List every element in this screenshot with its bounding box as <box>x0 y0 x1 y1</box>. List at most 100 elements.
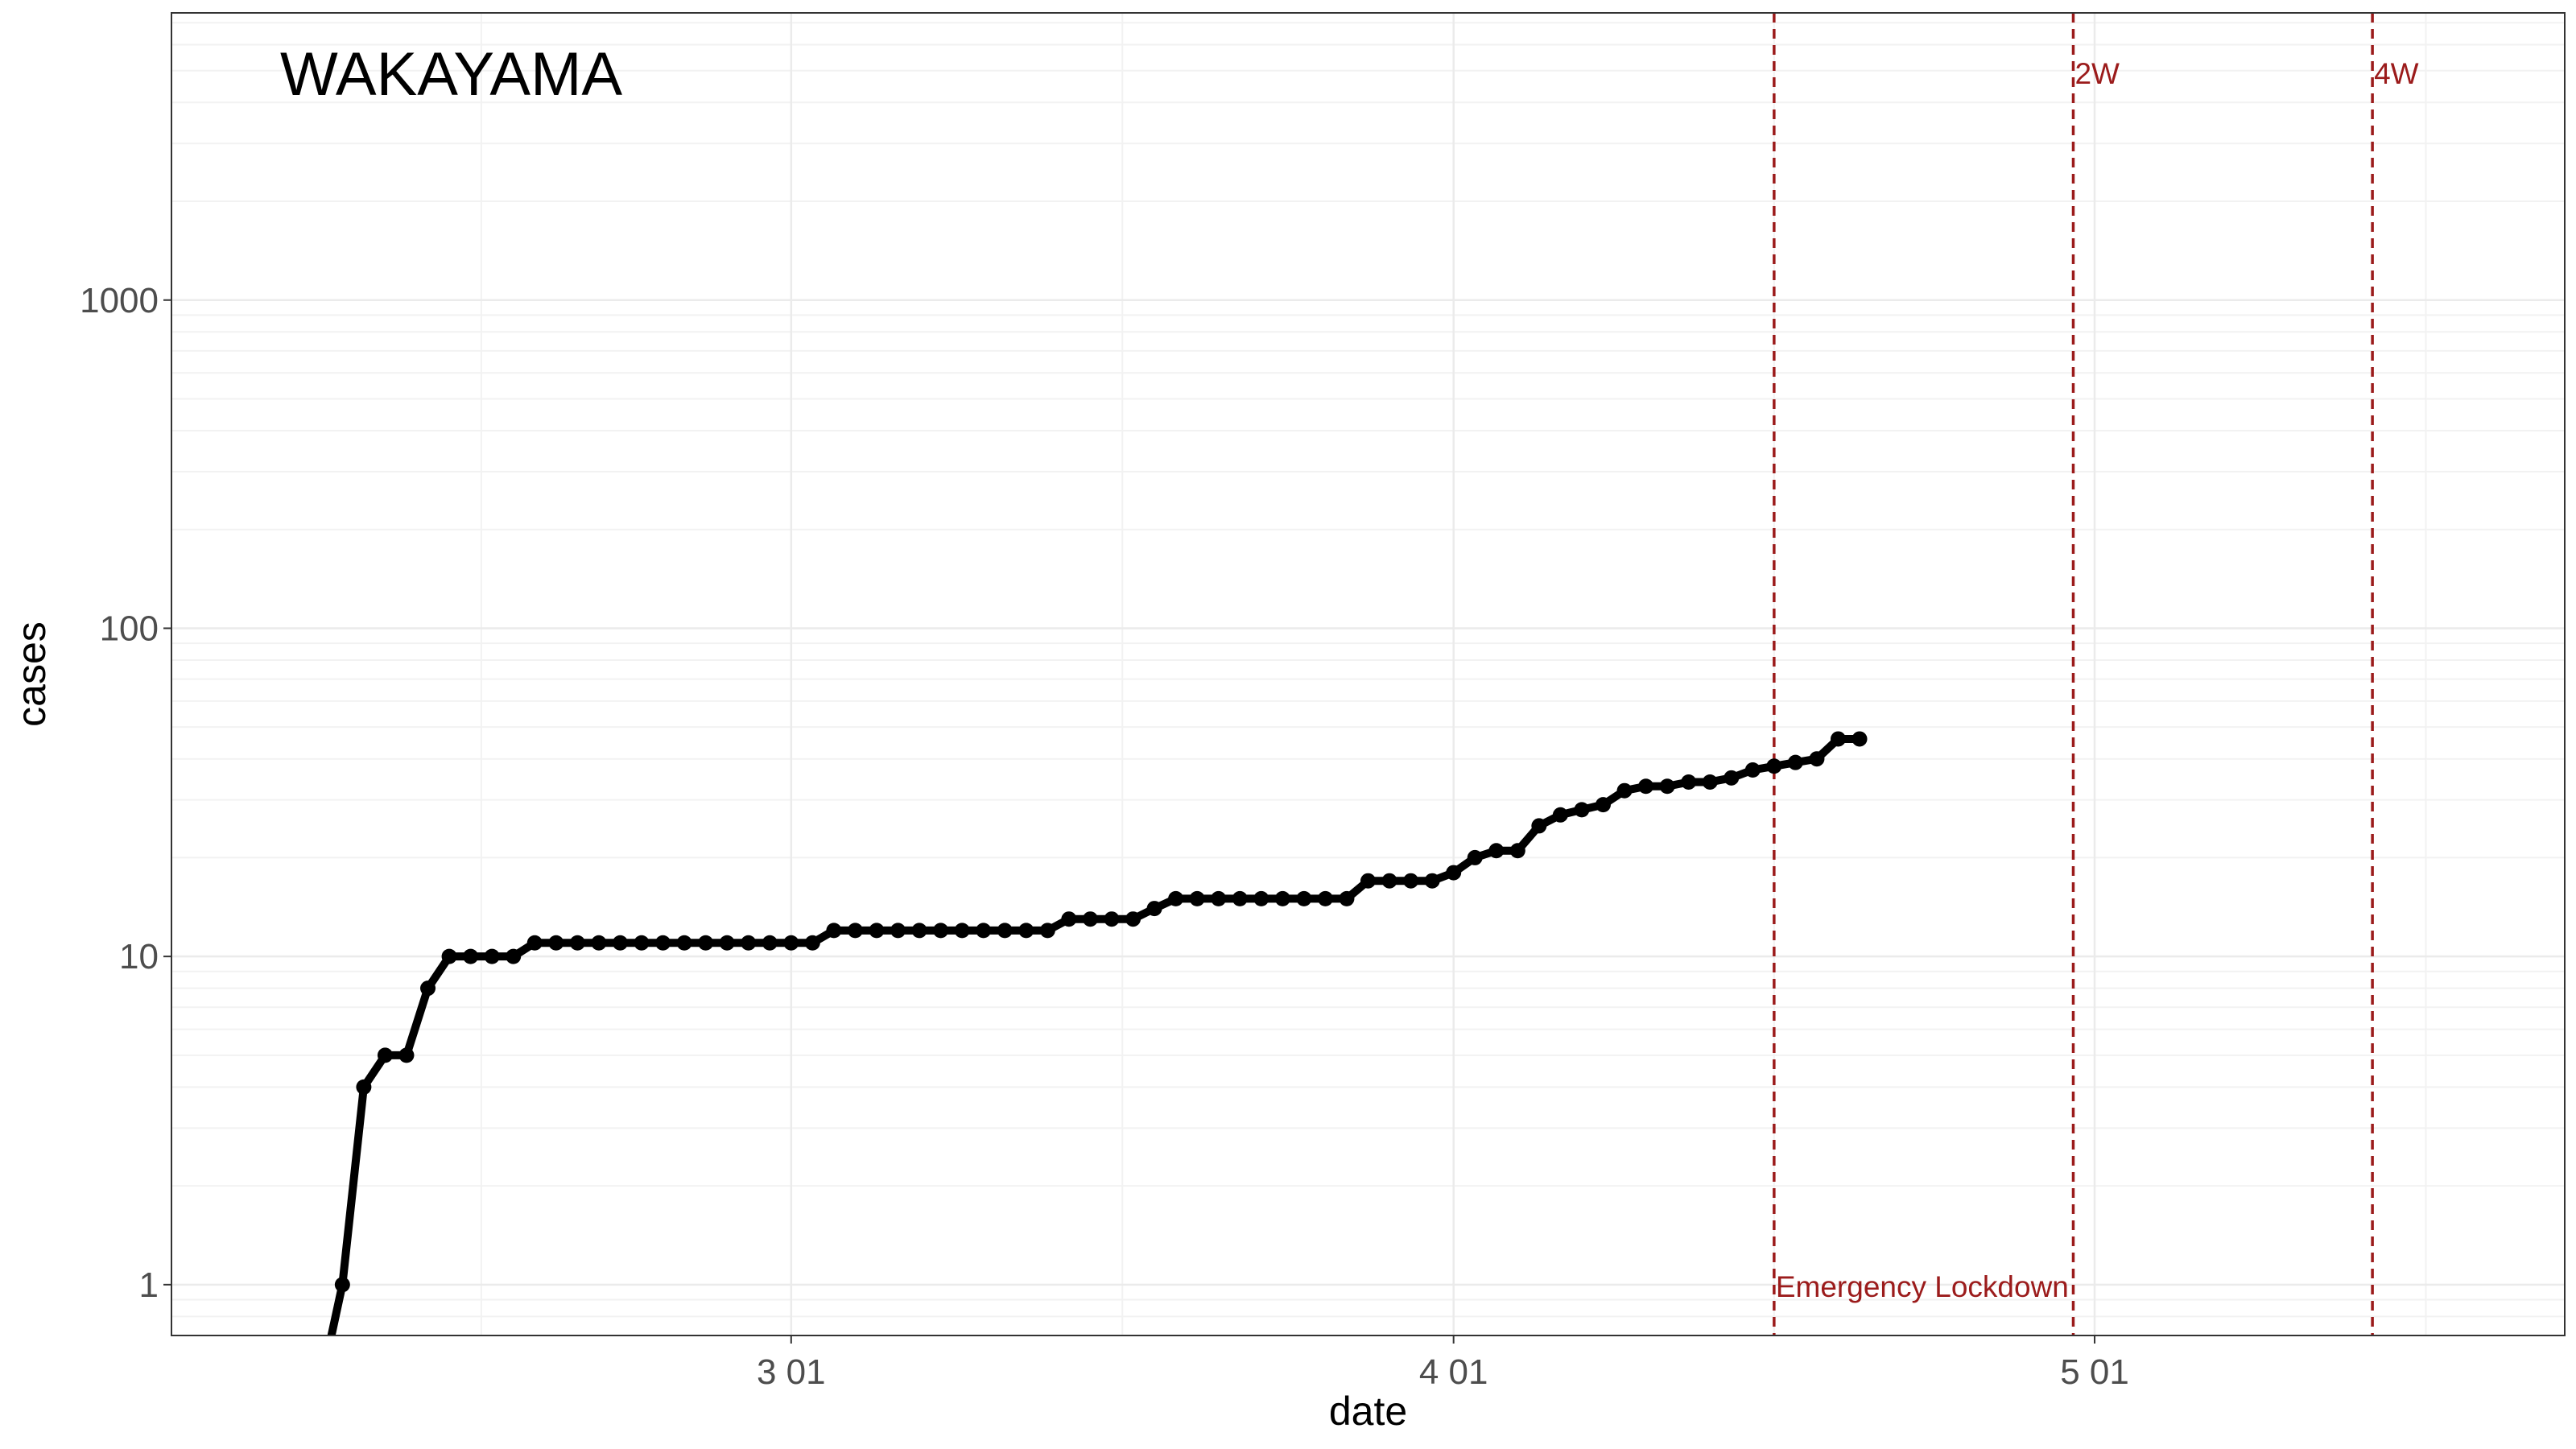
x-axis-title: date <box>1329 1389 1407 1434</box>
data-point <box>1424 873 1440 889</box>
x-tick-label: 4 01 <box>1419 1352 1488 1392</box>
data-point <box>783 935 799 951</box>
data-point <box>270 1376 286 1391</box>
data-point <box>484 948 500 964</box>
data-point <box>634 935 650 951</box>
x-tick-label: 3 01 <box>757 1352 826 1392</box>
data-point <box>741 935 757 951</box>
data-point <box>997 923 1013 939</box>
data-point <box>526 935 543 951</box>
data-point <box>1317 890 1333 906</box>
data-point <box>1061 911 1077 927</box>
data-point <box>292 1376 308 1391</box>
data-point <box>1232 890 1248 906</box>
data-point <box>1766 758 1782 774</box>
data-point <box>676 935 692 951</box>
data-point <box>1852 731 1868 747</box>
plot-panel <box>171 13 2565 1335</box>
data-point <box>398 1047 415 1063</box>
data-point <box>1168 890 1184 906</box>
data-point <box>1638 778 1654 795</box>
y-tick-label: 10 <box>119 937 159 976</box>
data-point <box>377 1047 393 1063</box>
data-point <box>1531 818 1547 834</box>
data-point <box>463 948 479 964</box>
data-point <box>1125 911 1141 927</box>
data-point <box>1467 849 1483 865</box>
data-point <box>1787 754 1803 770</box>
data-point <box>826 923 842 939</box>
data-point <box>356 1079 372 1095</box>
data-point <box>164 1376 180 1391</box>
data-point <box>1274 890 1290 906</box>
data-point <box>1403 873 1419 889</box>
data-point <box>1146 901 1162 917</box>
data-point <box>185 1376 200 1391</box>
data-point <box>1744 762 1761 778</box>
data-point <box>1381 873 1397 889</box>
data-point <box>1724 770 1740 786</box>
data-point <box>612 935 628 951</box>
data-point <box>1104 911 1120 927</box>
y-tick-label: 1000 <box>80 281 159 320</box>
x-tick-label: 5 01 <box>2060 1352 2129 1392</box>
data-point <box>250 1376 265 1391</box>
data-point <box>207 1376 222 1391</box>
data-point <box>569 935 585 951</box>
data-point <box>1595 797 1611 813</box>
data-point <box>1488 843 1505 859</box>
series-layer <box>164 731 1868 1391</box>
plot-border <box>171 12 2566 1336</box>
data-point <box>313 1376 328 1391</box>
data-point <box>1082 911 1098 927</box>
data-point <box>1189 890 1205 906</box>
data-point <box>1446 865 1462 881</box>
data-point <box>1211 890 1227 906</box>
data-point <box>762 935 778 951</box>
y-axis-title: cases <box>9 621 54 727</box>
reference-line-label: Emergency Lockdown <box>1776 1270 2069 1303</box>
data-point <box>1039 923 1055 939</box>
minor-gridlines <box>171 13 2565 1336</box>
chart-title: WAKAYAMA <box>280 40 622 109</box>
data-point <box>1681 774 1697 790</box>
data-point <box>1574 802 1590 818</box>
data-point <box>1018 923 1034 939</box>
data-point <box>719 935 735 951</box>
data-point <box>698 935 714 951</box>
data-point <box>1509 843 1525 859</box>
data-point <box>548 935 564 951</box>
data-point <box>847 923 863 939</box>
data-point <box>890 923 906 939</box>
x-axis: 3 01 4 01 5 01 <box>757 1335 2129 1392</box>
y-tick-label: 100 <box>100 609 159 648</box>
data-point <box>420 980 436 997</box>
data-point <box>1659 778 1675 795</box>
data-point <box>655 935 671 951</box>
data-point <box>954 923 970 939</box>
data-point <box>911 923 927 939</box>
data-point <box>933 923 949 939</box>
data-point <box>1616 782 1633 799</box>
data-point <box>1809 751 1825 767</box>
data-point <box>869 923 885 939</box>
y-tick-label: 1 <box>139 1265 159 1305</box>
data-point <box>804 935 820 951</box>
y-axis: 1 10 100 1000 <box>80 281 171 1305</box>
reference-line-label: 2W <box>2074 57 2120 90</box>
data-point <box>1552 807 1568 823</box>
data-point <box>1339 890 1355 906</box>
data-point <box>1702 774 1718 790</box>
data-point <box>591 935 607 951</box>
data-point <box>506 948 522 964</box>
data-point <box>1360 873 1376 889</box>
reference-line-label: 4W <box>2374 57 2419 90</box>
data-point <box>1830 731 1846 747</box>
data-point <box>334 1277 350 1293</box>
data-point <box>1253 890 1269 906</box>
data-point <box>228 1376 243 1391</box>
reference-lines: Emergency Lockdown 2W 4W <box>1773 13 2419 1335</box>
data-point <box>976 923 992 939</box>
